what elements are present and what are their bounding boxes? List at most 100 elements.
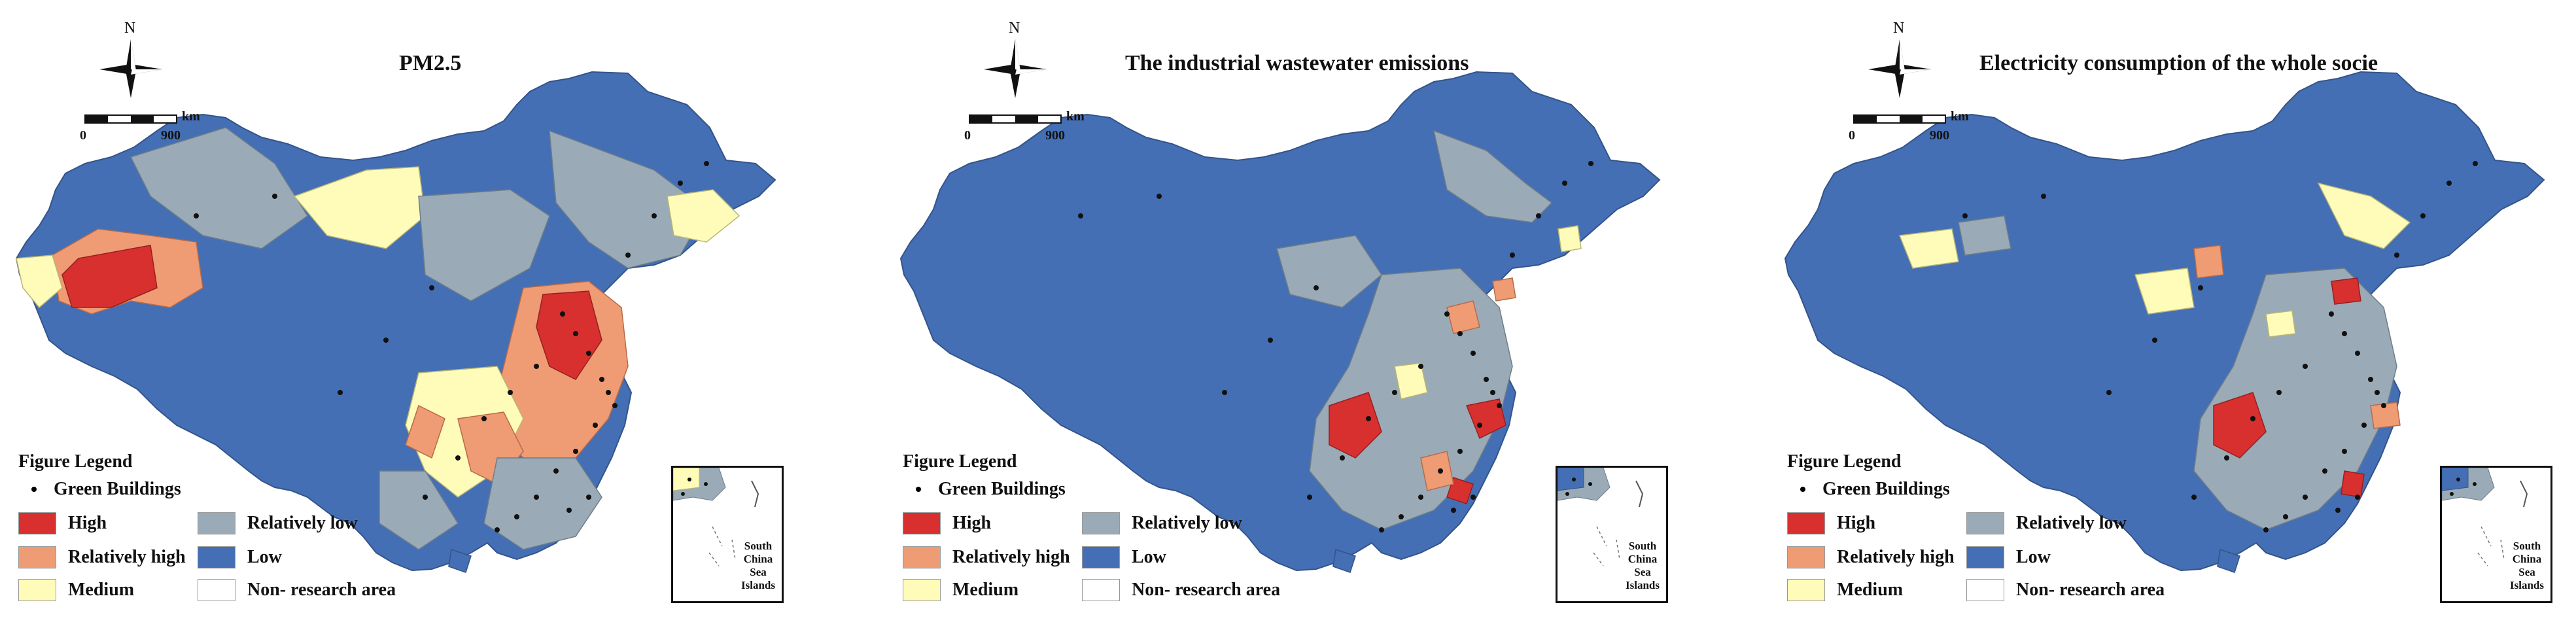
- north-letter: N: [1009, 20, 1020, 37]
- legend-medium-swatch: [18, 579, 56, 601]
- scale-min: 0: [80, 128, 86, 143]
- legend-non-research: Non- research area: [1966, 579, 2165, 601]
- scale-bar: [84, 114, 177, 124]
- inset-label-line-2: China: [743, 553, 773, 565]
- inset-label-line-1: South: [2513, 540, 2541, 552]
- legend-high-swatch: [1787, 512, 1825, 534]
- legend-low-swatch: [1966, 546, 2004, 568]
- legend-low-label: Low: [247, 547, 282, 567]
- north-arrow-icon: [99, 39, 162, 98]
- inset-label-line-4: Islands: [741, 579, 775, 591]
- green-building-dot-icon: [1800, 487, 1805, 492]
- inset-label: South China Sea Islands: [739, 540, 778, 592]
- legend-medium: Medium: [1787, 579, 1903, 601]
- pm25-choropleth-map: [16, 71, 776, 573]
- scale-max: 900: [1930, 128, 1949, 143]
- legend-relatively-low: Relatively low: [1966, 512, 2127, 534]
- legend-non-research: Non- research area: [1082, 579, 1280, 601]
- legend-green-buildings-label: Green Buildings: [1822, 479, 1950, 499]
- north-arrow-icon: [1868, 39, 1931, 98]
- legend-high-label: High: [1837, 513, 1876, 533]
- inset-map: [2442, 468, 2528, 567]
- inset-label-line-3: Sea: [2518, 566, 2535, 578]
- map-panel-wastewater: The industrial wastewater emissions N km…: [884, 0, 1769, 628]
- legend-relatively-high-swatch: [903, 546, 941, 568]
- scale-unit: km: [1951, 109, 1969, 124]
- legend-relatively-high: Relatively high: [1787, 546, 1955, 568]
- north-arrow-icon: [984, 39, 1047, 98]
- legend-non-research-label: Non- research area: [2016, 580, 2165, 600]
- legend-relatively-high-swatch: [18, 546, 56, 568]
- map-panel-electricity: Electricity consumption of the whole soc…: [1769, 0, 2576, 628]
- legend-high-swatch: [18, 512, 56, 534]
- map-title: Electricity consumption of the whole soc…: [1979, 51, 2378, 75]
- legend-relatively-high-swatch: [1787, 546, 1825, 568]
- south-china-sea-inset: South China Sea Islands: [671, 466, 784, 603]
- legend-green-buildings: Green Buildings: [1787, 479, 1950, 500]
- electricity-choropleth-map: [1784, 71, 2545, 573]
- legend-non-research-label: Non- research area: [1132, 580, 1281, 600]
- legend-relatively-high-label: Relatively high: [952, 547, 1070, 567]
- legend-relatively-low-swatch: [1082, 512, 1120, 534]
- legend-medium-swatch: [1787, 579, 1825, 601]
- legend-relatively-high-label: Relatively high: [68, 547, 186, 567]
- inset-label: South China Sea Islands: [1623, 540, 1662, 592]
- legend-high: High: [903, 512, 991, 534]
- inset-map: [1558, 468, 1644, 567]
- legend-medium-swatch: [903, 579, 941, 601]
- legend-low-label: Low: [2016, 547, 2051, 567]
- legend-medium-label: Medium: [952, 580, 1019, 600]
- legend-low-label: Low: [1132, 547, 1166, 567]
- map-panel-pm25: PM2.5 N km 0 900 Figure Legend Green Bui…: [0, 0, 884, 628]
- scale-max: 900: [1045, 128, 1065, 143]
- legend-title: Figure Legend: [18, 451, 133, 472]
- north-letter: N: [1893, 20, 1905, 37]
- legend-relatively-low: Relatively low: [198, 512, 358, 534]
- wastewater-choropleth-map: [900, 71, 1660, 573]
- scale-unit: km: [1066, 109, 1085, 124]
- scale-min: 0: [1849, 128, 1855, 143]
- legend-relatively-high-label: Relatively high: [1837, 547, 1955, 567]
- inset-label-line-2: China: [2512, 553, 2542, 565]
- legend-relatively-high: Relatively high: [903, 546, 1070, 568]
- legend-high: High: [18, 512, 107, 534]
- legend-green-buildings-label: Green Buildings: [54, 479, 181, 499]
- inset-label-line-1: South: [1628, 540, 1657, 552]
- scale-bar: [1853, 114, 1946, 124]
- inset-label-line-4: Islands: [2510, 579, 2544, 591]
- legend-medium-label: Medium: [68, 580, 135, 600]
- green-building-dot-icon: [916, 487, 921, 492]
- legend-non-research-swatch: [198, 579, 235, 601]
- map-title: The industrial wastewater emissions: [1125, 51, 1469, 75]
- legend-high: High: [1787, 512, 1875, 534]
- legend-non-research-label: Non- research area: [247, 580, 396, 600]
- legend-high-label: High: [68, 513, 107, 533]
- inset-label: South China Sea Islands: [2507, 540, 2547, 592]
- green-building-dot-icon: [31, 487, 37, 492]
- legend-medium: Medium: [903, 579, 1018, 601]
- inset-label-line-1: South: [744, 540, 773, 552]
- legend-title: Figure Legend: [1787, 451, 1902, 472]
- legend-non-research-swatch: [1082, 579, 1120, 601]
- inset-map: [673, 468, 759, 567]
- legend-relatively-low-swatch: [198, 512, 235, 534]
- legend-relatively-low-label: Relatively low: [1132, 513, 1242, 533]
- legend-green-buildings: Green Buildings: [903, 479, 1066, 500]
- inset-label-line-4: Islands: [1626, 579, 1660, 591]
- legend-relatively-low: Relatively low: [1082, 512, 1242, 534]
- legend-low: Low: [198, 546, 282, 568]
- south-china-sea-inset: South China Sea Islands: [1556, 466, 1668, 603]
- inset-label-line-2: China: [1627, 553, 1658, 565]
- legend-low: Low: [1966, 546, 2051, 568]
- legend-non-research: Non- research area: [198, 579, 396, 601]
- legend-relatively-low-label: Relatively low: [2016, 513, 2127, 533]
- legend-relatively-low-swatch: [1966, 512, 2004, 534]
- inset-label-line-3: Sea: [1634, 566, 1651, 578]
- legend-low-swatch: [198, 546, 235, 568]
- north-letter: N: [124, 20, 136, 37]
- legend-high-label: High: [952, 513, 992, 533]
- scale-bar: [969, 114, 1062, 124]
- legend-relatively-high: Relatively high: [18, 546, 186, 568]
- legend-low-swatch: [1082, 546, 1120, 568]
- inset-label-line-3: Sea: [750, 566, 767, 578]
